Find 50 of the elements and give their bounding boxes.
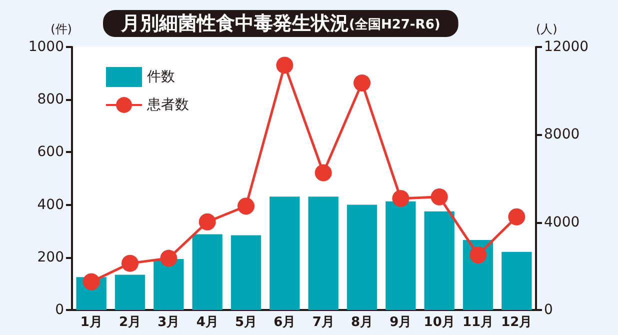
point xyxy=(430,188,448,206)
y-tick-label: 0 xyxy=(55,302,64,318)
y2-axis-title: (人) xyxy=(536,22,558,36)
chart-subtitle: (全国H27-R6) xyxy=(349,18,440,32)
bar xyxy=(230,235,262,310)
chart-title: 月別細菌性食中毒発生状況 xyxy=(120,12,349,34)
point xyxy=(160,250,178,267)
bar xyxy=(270,196,300,310)
bar xyxy=(308,196,338,310)
x-tick-label: 3月 xyxy=(158,315,180,330)
y-tick-label: 400 xyxy=(37,196,64,213)
legend-label: 患者数 xyxy=(146,97,189,113)
point xyxy=(470,246,486,264)
x-tick-label: 8月 xyxy=(350,315,374,330)
point xyxy=(354,74,370,92)
bar xyxy=(424,211,454,310)
y2-tick-label: 4000 xyxy=(544,214,580,230)
point xyxy=(314,164,332,182)
x-tick-label: 6月 xyxy=(274,315,296,330)
legend-label: 件数 xyxy=(147,69,175,85)
x-tick-label: 4月 xyxy=(196,315,218,330)
bar xyxy=(386,201,416,310)
point xyxy=(392,190,410,207)
x-tick-label: 1月 xyxy=(80,315,102,330)
point xyxy=(238,198,254,215)
x-tick-label: 7月 xyxy=(312,315,334,330)
point xyxy=(198,213,216,230)
bar xyxy=(154,258,184,310)
y2-tick-label: 0 xyxy=(544,302,553,318)
x-tick-label: 9月 xyxy=(390,315,412,330)
point xyxy=(122,254,138,272)
x-tick-label: 11月 xyxy=(462,315,494,330)
bar xyxy=(346,204,378,310)
point xyxy=(276,56,294,74)
point xyxy=(508,208,526,226)
y-tick-label: 200 xyxy=(37,249,64,266)
x-tick-label: 10月 xyxy=(424,315,455,330)
x-tick-label: 2月 xyxy=(118,315,142,330)
bar xyxy=(502,252,532,310)
x-tick-label: 12月 xyxy=(501,315,532,330)
y-tick-label: 600 xyxy=(37,144,64,160)
bar xyxy=(114,274,146,310)
bar xyxy=(192,234,222,310)
point xyxy=(82,273,100,290)
y2-tick-label: 8000 xyxy=(544,126,580,143)
y-axis-title: (件) xyxy=(50,22,72,36)
y-tick-label: 800 xyxy=(37,92,64,108)
x-tick-label: 5月 xyxy=(234,315,258,330)
y-tick-label: 1000 xyxy=(28,39,64,55)
y2-tick-label: 12000 xyxy=(544,39,589,55)
